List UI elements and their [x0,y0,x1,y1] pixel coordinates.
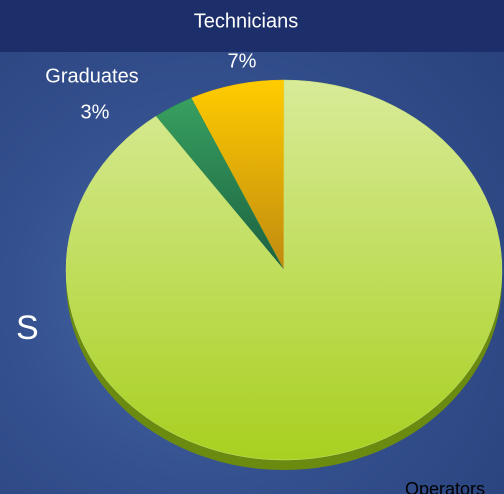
slice-value-label: 3% [81,101,110,123]
slide-text: S [16,309,39,347]
pie [65,79,503,470]
slice-label: Operators [405,479,485,494]
slice-label: Technicians [194,10,299,32]
slice-value-label: 7% [228,50,257,72]
slice-label: Graduates [45,65,138,87]
title-band [0,0,504,52]
pie-slice [65,79,503,461]
